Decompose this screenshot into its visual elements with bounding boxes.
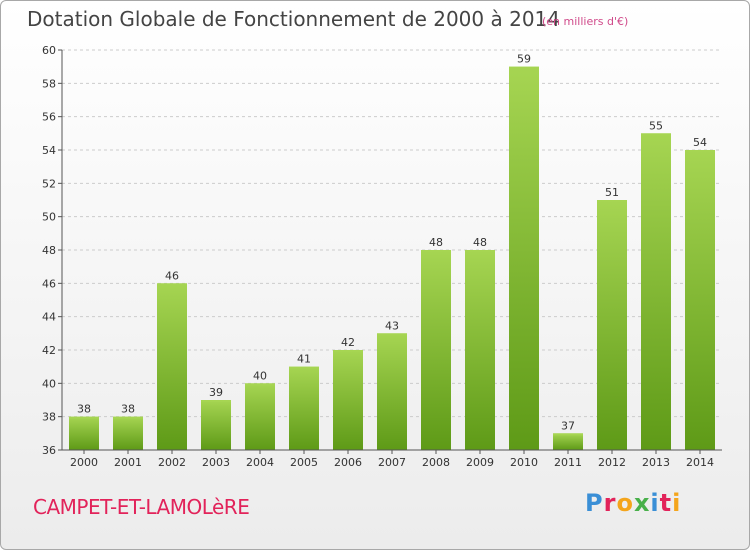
bar-value-label: 41 bbox=[297, 353, 311, 366]
y-tick-label: 38 bbox=[42, 411, 56, 424]
y-tick-label: 58 bbox=[42, 77, 56, 90]
x-tick-label: 2001 bbox=[114, 456, 142, 469]
bar-highlight bbox=[333, 350, 363, 352]
labels: 36 38 40 42 44 46 48 50 52 54 56 58 60 38 2000 38 2001 46… bbox=[42, 44, 714, 469]
x-tick-label: 2012 bbox=[598, 456, 626, 469]
bar bbox=[157, 283, 187, 450]
axes bbox=[58, 49, 722, 454]
chart-subtitle: (en milliers d'€) bbox=[542, 15, 629, 28]
bar bbox=[113, 416, 143, 450]
proxiti-logo: Proxiti bbox=[585, 489, 681, 517]
commune-name: CAMPET-ET-LAMOLèRE bbox=[33, 495, 250, 519]
logo-letter: i bbox=[672, 489, 682, 517]
bar-value-label: 51 bbox=[605, 186, 619, 199]
bar bbox=[245, 383, 275, 450]
x-tick-label: 2011 bbox=[554, 456, 582, 469]
y-tick-label: 54 bbox=[42, 144, 56, 157]
x-tick-label: 2005 bbox=[290, 456, 318, 469]
bar bbox=[333, 350, 363, 450]
y-tick-label: 52 bbox=[42, 177, 56, 190]
bar-value-label: 54 bbox=[693, 136, 707, 149]
bar-highlight bbox=[157, 283, 187, 286]
bar bbox=[685, 150, 715, 450]
x-tick-label: 2007 bbox=[378, 456, 406, 469]
x-tick-label: 2008 bbox=[422, 456, 450, 469]
y-tick-label: 46 bbox=[42, 277, 56, 290]
bar-value-label: 39 bbox=[209, 386, 223, 399]
x-tick-label: 2006 bbox=[334, 456, 362, 469]
bar-value-label: 55 bbox=[649, 119, 663, 132]
bar-highlight bbox=[641, 133, 671, 136]
x-tick-label: 2003 bbox=[202, 456, 230, 469]
x-tick-label: 2002 bbox=[158, 456, 186, 469]
y-tick-label: 50 bbox=[42, 211, 56, 224]
bar-highlight bbox=[69, 416, 99, 419]
y-tick-label: 48 bbox=[42, 244, 56, 257]
y-tick-label: 42 bbox=[42, 344, 56, 357]
logo-letter: i bbox=[650, 489, 660, 517]
y-tick-label: 60 bbox=[42, 44, 56, 57]
bar-highlight bbox=[553, 433, 583, 436]
bar-value-label: 43 bbox=[385, 319, 399, 332]
bar-value-label: 38 bbox=[77, 403, 91, 416]
bar-highlight bbox=[685, 150, 715, 152]
y-tick-label: 36 bbox=[42, 444, 56, 457]
logo-letter: t bbox=[659, 489, 673, 517]
logo-letter: o bbox=[616, 489, 634, 517]
bar-value-label: 46 bbox=[165, 269, 179, 282]
y-tick-label: 44 bbox=[42, 311, 56, 324]
bar-highlight bbox=[377, 333, 407, 336]
bar bbox=[641, 133, 671, 451]
chart-title: Dotation Globale de Fonctionnement de 20… bbox=[27, 7, 560, 31]
bar-highlight bbox=[421, 250, 451, 252]
bar-value-label: 40 bbox=[253, 369, 267, 382]
x-tick-label: 2000 bbox=[70, 456, 98, 469]
bar-highlight bbox=[597, 200, 627, 202]
logo-letter: P bbox=[585, 489, 604, 517]
bar-value-label: 42 bbox=[341, 336, 355, 349]
bar bbox=[289, 366, 319, 450]
x-tick-label: 2013 bbox=[642, 456, 670, 469]
y-tick-label: 56 bbox=[42, 111, 56, 124]
bar-highlight bbox=[201, 400, 231, 402]
y-tick-label: 40 bbox=[42, 377, 56, 390]
bar-highlight bbox=[245, 383, 275, 386]
bar-highlight bbox=[289, 366, 319, 369]
bar-highlight bbox=[509, 66, 539, 69]
bars bbox=[69, 66, 715, 451]
bar bbox=[201, 400, 231, 450]
x-tick-label: 2004 bbox=[246, 456, 274, 469]
bar bbox=[69, 416, 99, 450]
bar bbox=[597, 200, 627, 450]
logo-letter: r bbox=[603, 489, 617, 517]
bar-highlight bbox=[465, 250, 495, 252]
bar-highlight bbox=[113, 416, 143, 419]
bar bbox=[465, 250, 495, 450]
bar bbox=[509, 66, 539, 451]
bar-value-label: 48 bbox=[473, 236, 487, 249]
logo-letter: x bbox=[633, 489, 651, 517]
bar-value-label: 59 bbox=[517, 53, 531, 66]
bar-value-label: 37 bbox=[561, 419, 575, 432]
bar-value-label: 38 bbox=[121, 403, 135, 416]
bar-value-label: 48 bbox=[429, 236, 443, 249]
bar bbox=[553, 433, 583, 450]
x-tick-label: 2010 bbox=[510, 456, 538, 469]
bar bbox=[421, 250, 451, 450]
bar bbox=[377, 333, 407, 450]
x-tick-label: 2009 bbox=[466, 456, 494, 469]
x-tick-label: 2014 bbox=[686, 456, 714, 469]
